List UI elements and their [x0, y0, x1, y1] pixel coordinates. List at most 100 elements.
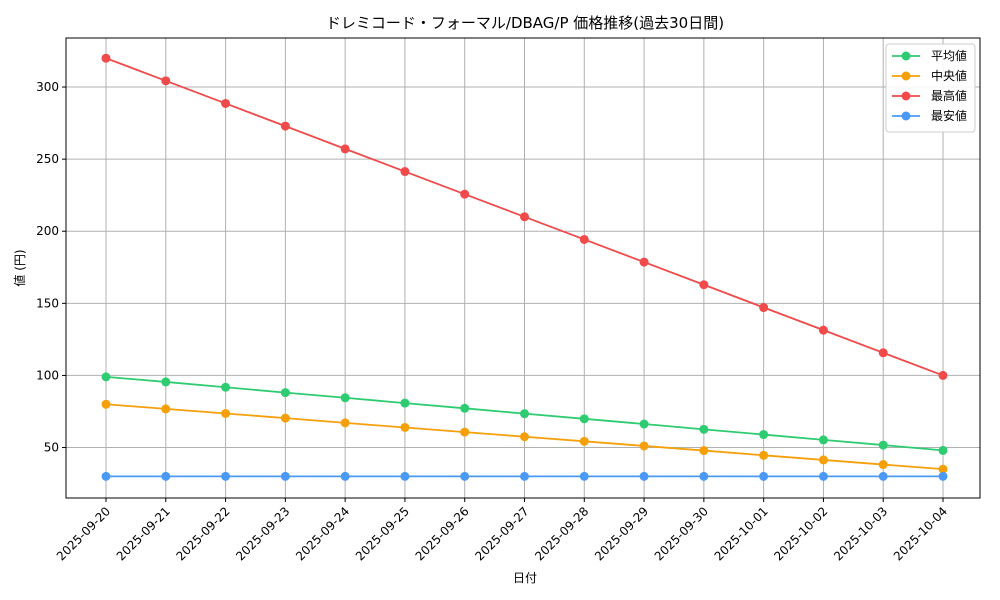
- data-point: [280, 471, 290, 481]
- data-point: [340, 471, 350, 481]
- data-point: [878, 460, 888, 470]
- y-tick-label: 250: [36, 152, 59, 166]
- data-point: [878, 348, 888, 358]
- y-tick-label: 100: [36, 368, 59, 382]
- x-tick-label: 2025-09-28: [532, 504, 591, 563]
- data-point: [400, 167, 410, 177]
- data-point: [818, 325, 828, 335]
- x-axis-ticks: 2025-09-20 2025-09-21 2025-09-22 2025-09-23…: [54, 498, 950, 563]
- data-point: [460, 403, 470, 413]
- y-axis-ticks: 50 100 150 200 250 300: [36, 80, 66, 455]
- x-tick-label: 2025-09-30: [652, 504, 711, 563]
- x-tick-label: 2025-10-01: [712, 504, 771, 563]
- data-point: [759, 430, 769, 440]
- y-tick-label: 50: [44, 441, 59, 455]
- data-point: [520, 471, 529, 481]
- data-point: [639, 419, 649, 429]
- data-point: [460, 471, 470, 481]
- data-point: [101, 399, 111, 409]
- data-point: [460, 189, 470, 199]
- x-tick-label: 2025-10-04: [891, 504, 950, 563]
- data-point: [221, 408, 231, 418]
- data-point: [161, 76, 171, 86]
- y-axis-label: 値 (円): [12, 249, 27, 286]
- data-point: [340, 144, 350, 154]
- data-point: [400, 471, 410, 481]
- legend-box: [885, 43, 976, 133]
- y-tick-label: 150: [36, 296, 59, 310]
- data-point: [340, 418, 350, 428]
- data-point: [161, 404, 171, 414]
- data-point: [579, 471, 589, 481]
- legend-marker: [901, 91, 911, 101]
- data-point: [818, 455, 828, 465]
- legend-label: 平均値: [931, 48, 967, 63]
- data-point: [101, 53, 111, 63]
- data-point: [520, 212, 529, 222]
- legend-marker: [901, 111, 911, 121]
- data-point: [759, 471, 769, 481]
- data-point: [639, 441, 649, 451]
- data-point: [699, 446, 709, 456]
- data-point: [938, 370, 948, 380]
- data-point: [460, 427, 470, 437]
- data-point: [161, 471, 171, 481]
- legend-marker: [901, 71, 911, 81]
- data-point: [938, 464, 948, 474]
- data-point: [579, 234, 589, 244]
- data-point: [579, 436, 589, 446]
- data-point: [699, 280, 709, 290]
- data-point: [400, 398, 410, 408]
- series-group: [101, 53, 948, 481]
- data-point: [639, 257, 649, 267]
- x-tick-label: 2025-09-22: [173, 504, 232, 563]
- data-point: [221, 471, 231, 481]
- data-point: [818, 435, 828, 445]
- data-point: [101, 471, 111, 481]
- y-tick-label: 300: [36, 80, 59, 94]
- data-point: [101, 372, 111, 382]
- x-tick-label: 2025-09-24: [293, 504, 352, 563]
- data-point: [221, 382, 231, 392]
- x-tick-label: 2025-09-26: [413, 504, 472, 563]
- legend-label: 最高値: [931, 88, 967, 103]
- data-point: [340, 393, 350, 403]
- data-point: [520, 409, 529, 419]
- data-point: [639, 471, 649, 481]
- chart-title: ドレミコード・フォーマル/DBAG/P 価格推移(過去30日間): [326, 14, 724, 32]
- plot-frame: [65, 37, 981, 499]
- data-point: [818, 471, 828, 481]
- data-point: [699, 471, 709, 481]
- x-tick-label: 2025-09-20: [54, 504, 113, 563]
- x-axis-label: 日付: [513, 571, 537, 585]
- legend-label: 最安値: [931, 108, 967, 123]
- data-point: [938, 471, 948, 481]
- data-point: [280, 388, 290, 398]
- data-point: [161, 377, 171, 387]
- data-point: [221, 98, 231, 108]
- data-point: [938, 445, 948, 455]
- data-point: [520, 432, 529, 442]
- data-point: [280, 413, 290, 423]
- x-tick-label: 2025-09-27: [472, 504, 531, 563]
- data-point: [280, 121, 290, 131]
- x-tick-label: 2025-10-03: [831, 504, 890, 563]
- data-point: [759, 303, 769, 313]
- legend-label: 中央値: [931, 68, 967, 83]
- data-point: [759, 450, 769, 460]
- legend-marker: [901, 51, 911, 61]
- x-tick-label: 2025-09-25: [353, 504, 412, 563]
- data-point: [400, 422, 410, 432]
- data-point: [878, 471, 888, 481]
- data-point: [579, 414, 589, 424]
- grid: [66, 38, 980, 498]
- x-tick-label: 2025-09-23: [233, 504, 292, 563]
- x-tick-label: 2025-09-29: [592, 504, 651, 563]
- data-point: [699, 424, 709, 434]
- y-tick-label: 200: [36, 224, 59, 238]
- x-tick-label: 2025-10-02: [771, 504, 830, 563]
- x-tick-label: 2025-09-21: [114, 504, 173, 563]
- data-point: [878, 440, 888, 450]
